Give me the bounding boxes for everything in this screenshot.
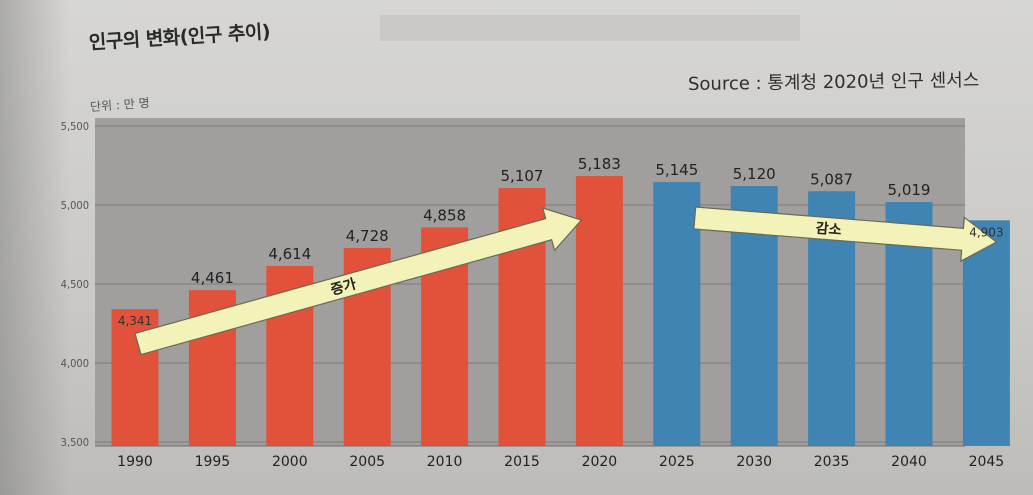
increase-arrow-label: 증가 <box>329 276 358 298</box>
bars <box>111 176 1010 447</box>
trend-arrows: 증가 감소 <box>134 206 998 356</box>
x-tick-label: 2040 <box>891 454 927 470</box>
value-label-2030: 5,120 <box>733 165 776 183</box>
value-label-2020: 5,183 <box>578 155 621 173</box>
x-tick-label: 2020 <box>582 454 618 470</box>
x-tick-label: 2000 <box>272 454 308 470</box>
x-tick-label: 2010 <box>427 454 463 470</box>
value-label-2025: 5,145 <box>655 161 698 179</box>
x-tick-label: 1990 <box>117 454 153 470</box>
value-label-1990: 4,341 <box>118 314 152 328</box>
y-tick-label: 4,500 <box>61 278 89 291</box>
value-label-2000: 4,614 <box>268 245 311 263</box>
increase-arrow: 증가 <box>134 207 583 356</box>
value-label-1995: 4,461 <box>191 269 234 287</box>
y-axis: 3,500 4,000 4,500 5,000 5,500 <box>61 120 89 449</box>
decrease-arrow-label: 감소 <box>815 220 842 239</box>
x-tick-label: 2015 <box>504 454 540 470</box>
x-tick-label: 2025 <box>659 454 695 470</box>
x-tick-label: 2005 <box>349 454 385 470</box>
x-axis: 1990 1995 2000 2005 2010 2015 2020 2025 2030 2035… <box>95 445 1005 470</box>
x-tick-label: 2030 <box>736 454 772 470</box>
bar-2020 <box>575 176 623 446</box>
y-tick-label: 4,000 <box>61 357 89 370</box>
x-tick-label: 2045 <box>969 454 1005 470</box>
increase-arrow-shape <box>134 207 583 356</box>
value-label-2015: 5,107 <box>501 167 544 185</box>
value-label-2035: 5,087 <box>810 170 853 188</box>
bar-2045 <box>962 220 1010 446</box>
value-label-2005: 4,728 <box>346 227 389 245</box>
page-shadow <box>0 0 70 495</box>
decrease-arrow-shape <box>693 206 998 263</box>
x-tick-label: 2035 <box>814 454 850 470</box>
value-labels: 4,341 4,461 4,614 4,728 4,858 5,107 5,183 5,145… <box>118 155 1004 328</box>
value-label-2045: 4,903 <box>969 225 1003 239</box>
decrease-arrow: 감소 <box>693 206 998 263</box>
bar-2025 <box>653 182 701 446</box>
background-band <box>380 15 800 41</box>
y-tick-label: 5,000 <box>61 199 89 212</box>
x-tick-label: 1995 <box>195 454 231 470</box>
y-tick-label: 3,500 <box>61 436 89 449</box>
value-label-2010: 4,858 <box>423 206 466 224</box>
value-label-2040: 5,019 <box>888 181 931 199</box>
y-tick-label: 5,500 <box>61 120 89 133</box>
